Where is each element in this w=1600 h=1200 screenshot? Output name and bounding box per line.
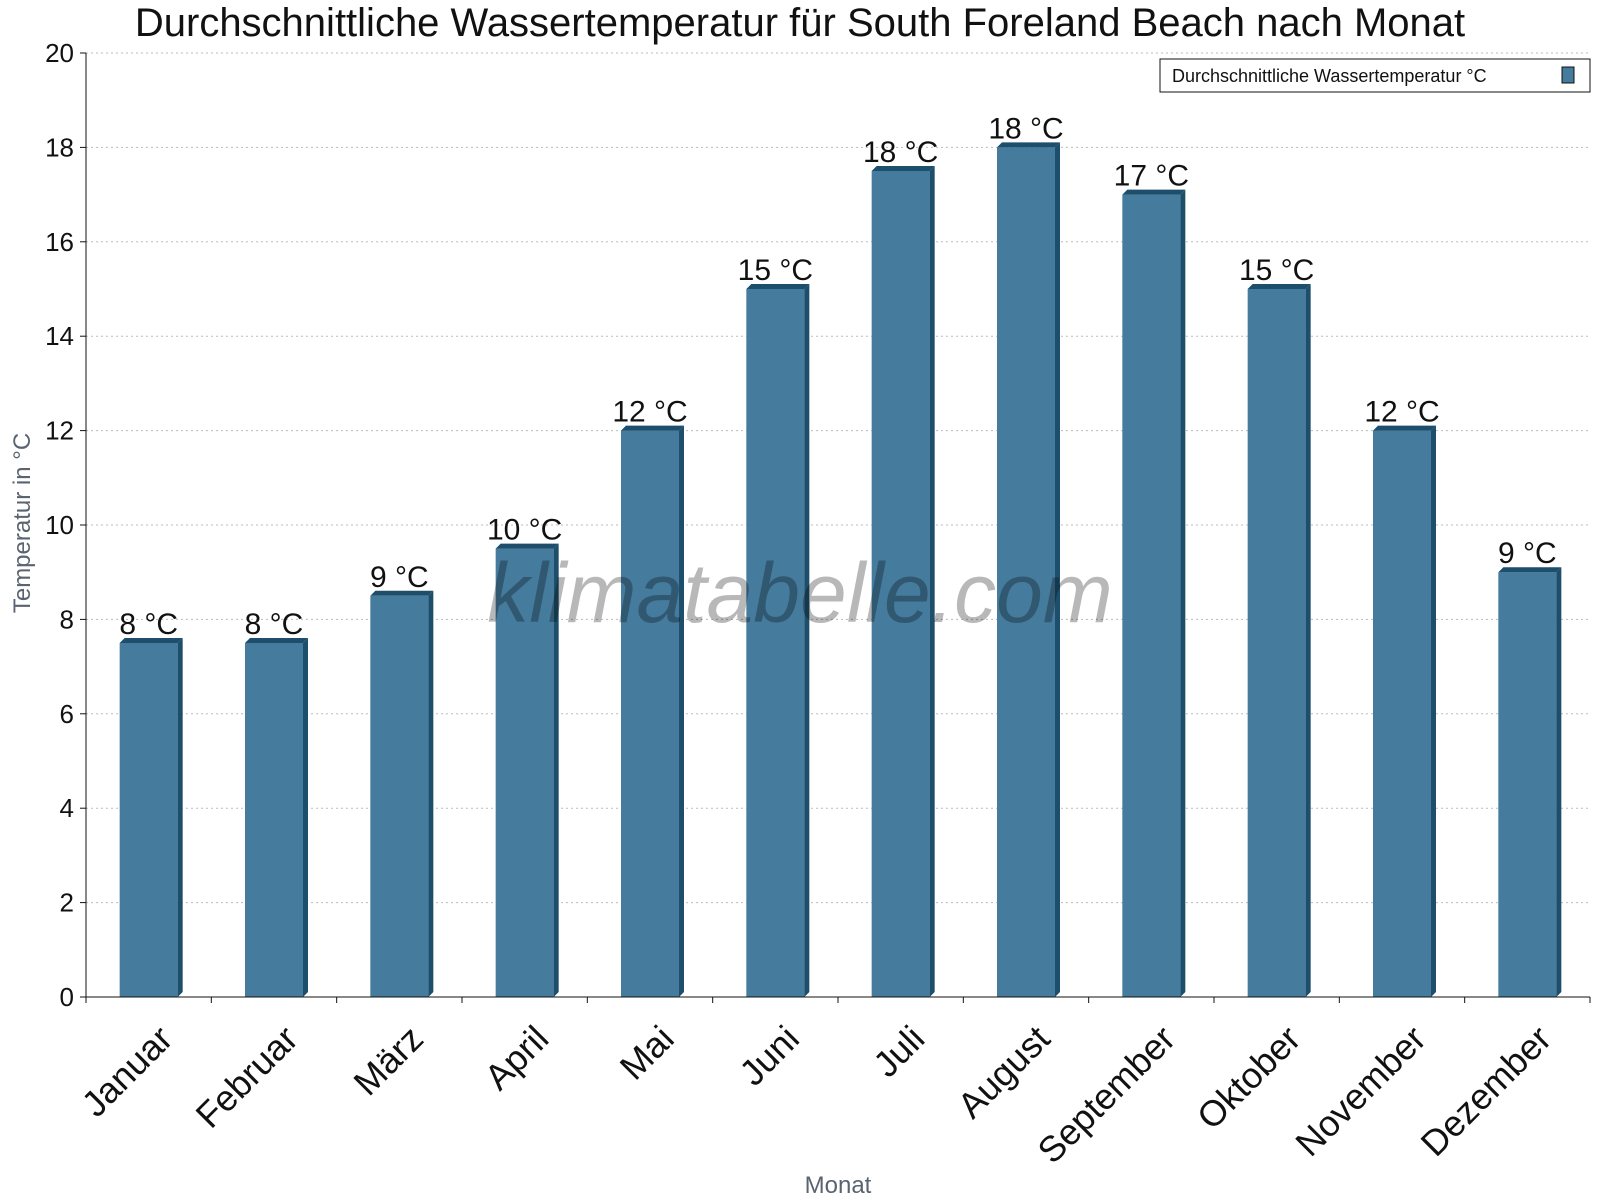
- data-label: 18 °C: [863, 136, 938, 169]
- axes: [85, 53, 1591, 1003]
- y-tick-label: 10: [45, 510, 74, 540]
- x-tick-label: Juni: [731, 1018, 807, 1094]
- data-label: 10 °C: [487, 514, 562, 547]
- bar: [621, 430, 679, 998]
- y-tick-label: 14: [45, 321, 74, 351]
- x-tick-label: Januar: [73, 1018, 180, 1125]
- x-tick-label: September: [1029, 1018, 1183, 1172]
- bar-side-face: [1180, 189, 1186, 998]
- legend-swatch: [1561, 66, 1575, 84]
- legend-label: Durchschnittliche Wassertemperatur °C: [1172, 66, 1487, 86]
- legend: Durchschnittliche Wassertemperatur °C: [1159, 58, 1591, 93]
- data-label: 9 °C: [370, 561, 429, 594]
- bar-top-face: [119, 638, 183, 643]
- data-label: 12 °C: [612, 396, 687, 429]
- legend-box: [1159, 58, 1591, 93]
- bar-top-face: [997, 142, 1060, 148]
- x-tick-label: August: [949, 1018, 1057, 1126]
- bar-top-face: [1122, 189, 1186, 195]
- bar: [871, 171, 930, 997]
- y-tick-label: 2: [60, 888, 74, 918]
- bar-series: [119, 142, 1562, 998]
- bar-side-face: [1431, 425, 1436, 998]
- data-label: 12 °C: [1364, 396, 1439, 429]
- x-tick-label: April: [476, 1018, 556, 1098]
- bar: [1247, 289, 1306, 997]
- y-tick-label: 0: [60, 982, 74, 1012]
- y-axis-ticks: 0 2 4 6 8 10 12 14 16 18 20: [45, 38, 86, 1012]
- data-label: 15 °C: [1239, 254, 1314, 287]
- x-tick-label: Juli: [865, 1018, 932, 1085]
- bar: [245, 643, 303, 997]
- bar: [997, 147, 1055, 997]
- bar-top-face: [746, 284, 810, 289]
- bar-top-face: [621, 425, 684, 431]
- bar-side-face: [428, 590, 434, 997]
- bar: [119, 643, 178, 997]
- bar: [495, 548, 554, 997]
- data-label: 8 °C: [119, 608, 178, 641]
- y-tick-label: 18: [45, 132, 74, 162]
- x-tick-label: Februar: [188, 1018, 306, 1136]
- x-tick-label: März: [345, 1018, 431, 1104]
- x-axis-ticks: Januar Februar März April Mai Juni Juli AugustS…: [73, 1018, 1559, 1172]
- watermark: klimatabelle.com: [487, 546, 1113, 640]
- chart-title: Durchschnittliche Wassertemperatur für S…: [135, 1, 1465, 45]
- bar: [1122, 194, 1181, 998]
- bar-top-face: [370, 590, 434, 596]
- data-label: 9 °C: [1498, 537, 1557, 570]
- data-label: 15 °C: [738, 254, 813, 287]
- x-axis-title: Monat: [805, 1172, 872, 1199]
- bar-side-face: [303, 638, 308, 997]
- y-axis-title: Temperatur in °C: [9, 433, 36, 613]
- bar-top-face: [1373, 425, 1436, 431]
- bar: [746, 289, 805, 997]
- bar-side-face: [679, 425, 684, 998]
- bar-side-face: [177, 638, 183, 997]
- data-labels: 8 °C 8 °C 9 °C 10 °C 12 °C 15 °C 18 °C 18 °C 17 …: [119, 112, 1556, 641]
- y-tick-label: 6: [60, 699, 74, 729]
- data-label: 18 °C: [988, 112, 1063, 145]
- x-tick-label: Oktober: [1189, 1018, 1309, 1138]
- y-tick-label: 20: [45, 38, 74, 68]
- y-tick-label: 4: [60, 793, 74, 823]
- y-tick-label: 16: [45, 227, 74, 257]
- x-tick-label: Mai: [612, 1018, 682, 1088]
- bar-side-face: [1556, 567, 1562, 997]
- grid-lines: [86, 52, 1590, 904]
- x-tick-label: Dezember: [1413, 1018, 1559, 1164]
- y-tick-label: 12: [45, 416, 74, 446]
- bar-top-face: [1498, 567, 1562, 573]
- bar-top-face: [245, 638, 308, 643]
- bar-top-face: [495, 543, 559, 549]
- bar-side-face: [929, 166, 935, 997]
- bar-side-face: [553, 543, 559, 997]
- y-tick-label: 8: [60, 604, 74, 634]
- bar-top-face: [1247, 284, 1311, 289]
- x-tick-label: November: [1287, 1018, 1433, 1164]
- bar-top-face: [871, 166, 935, 171]
- bar: [370, 595, 429, 997]
- bar-side-face: [1305, 284, 1311, 997]
- bar: [1373, 430, 1431, 998]
- bar-side-face: [804, 284, 810, 997]
- bar-side-face: [1055, 142, 1060, 997]
- data-label: 8 °C: [245, 608, 304, 641]
- bar: [1498, 572, 1557, 997]
- data-label: 17 °C: [1114, 160, 1189, 193]
